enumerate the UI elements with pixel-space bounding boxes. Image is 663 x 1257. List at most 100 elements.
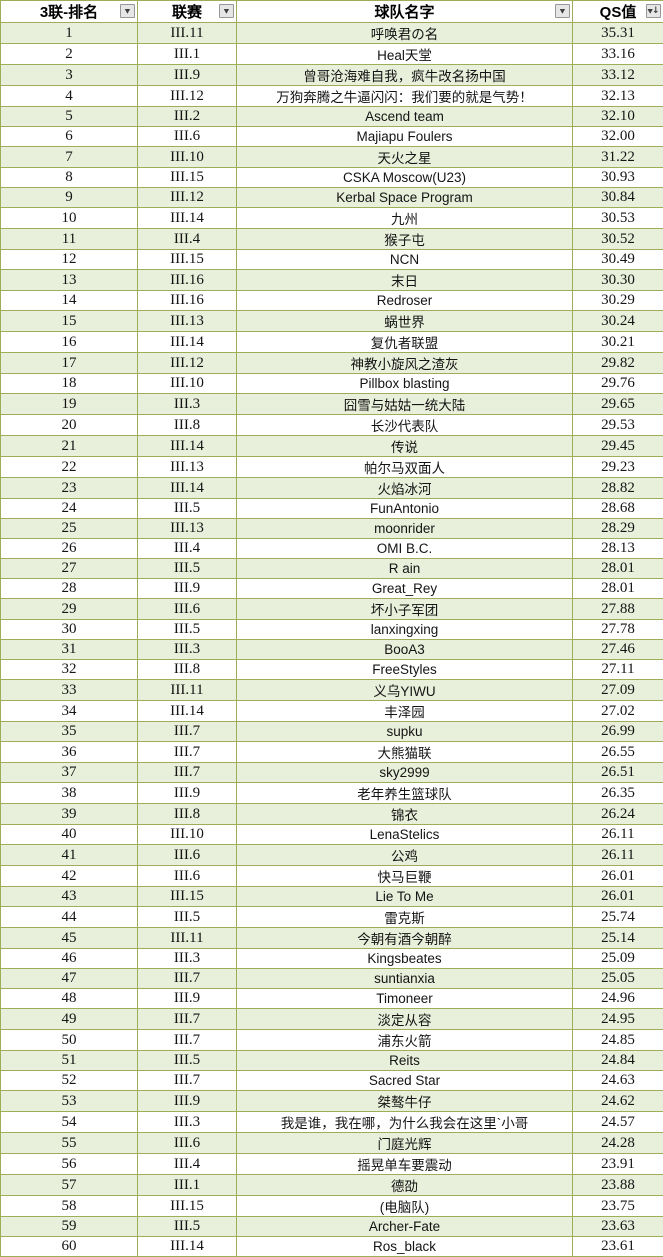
team-name-cell[interactable]: 摇晃单车要震动: [237, 1154, 573, 1175]
rank-cell[interactable]: 12: [1, 250, 138, 270]
team-name-cell[interactable]: Ros_black: [237, 1237, 573, 1257]
qs-value-cell[interactable]: 30.30: [573, 270, 663, 291]
rank-cell[interactable]: 3: [1, 65, 138, 86]
league-cell[interactable]: III.15: [138, 250, 237, 270]
rank-cell[interactable]: 40: [1, 825, 138, 845]
league-cell[interactable]: III.15: [138, 168, 237, 188]
league-cell[interactable]: III.14: [138, 701, 237, 722]
qs-value-cell[interactable]: 28.13: [573, 539, 663, 559]
team-name-cell[interactable]: 我是谁，我在哪，为什么我会在这里`小哥: [237, 1112, 573, 1133]
rank-cell[interactable]: 4: [1, 86, 138, 107]
qs-value-cell[interactable]: 27.11: [573, 660, 663, 680]
qs-value-cell[interactable]: 25.74: [573, 907, 663, 928]
team-name-cell[interactable]: Pillbox blasting: [237, 374, 573, 394]
team-name-cell[interactable]: 德劭: [237, 1175, 573, 1196]
rank-cell[interactable]: 23: [1, 478, 138, 499]
qs-value-cell[interactable]: 26.51: [573, 763, 663, 783]
qs-value-cell[interactable]: 26.24: [573, 804, 663, 825]
team-name-cell[interactable]: Kerbal Space Program: [237, 188, 573, 208]
league-cell[interactable]: III.6: [138, 127, 237, 147]
team-name-cell[interactable]: NCN: [237, 250, 573, 270]
qs-value-cell[interactable]: 29.23: [573, 457, 663, 478]
team-name-cell[interactable]: 公鸡: [237, 845, 573, 866]
team-name-cell[interactable]: 快马巨鞭: [237, 866, 573, 887]
qs-value-cell[interactable]: 30.84: [573, 188, 663, 208]
team-name-cell[interactable]: R ain: [237, 559, 573, 579]
qs-value-cell[interactable]: 27.46: [573, 640, 663, 660]
qs-value-cell[interactable]: 27.88: [573, 599, 663, 620]
filter-dropdown-icon[interactable]: ▼: [120, 4, 135, 18]
league-cell[interactable]: III.12: [138, 86, 237, 107]
league-cell[interactable]: III.3: [138, 949, 237, 969]
league-cell[interactable]: III.14: [138, 478, 237, 499]
team-name-cell[interactable]: Ascend team: [237, 107, 573, 127]
team-name-cell[interactable]: 坏小子军团: [237, 599, 573, 620]
team-name-cell[interactable]: 万狗奔腾之牛逼闪闪：我们要的就是气势！: [237, 86, 573, 107]
qs-value-cell[interactable]: 32.13: [573, 86, 663, 107]
rank-cell[interactable]: 17: [1, 353, 138, 374]
team-name-cell[interactable]: LenaStelics: [237, 825, 573, 845]
rank-cell[interactable]: 8: [1, 168, 138, 188]
rank-cell[interactable]: 18: [1, 374, 138, 394]
league-cell[interactable]: III.7: [138, 1009, 237, 1030]
league-cell[interactable]: III.12: [138, 188, 237, 208]
qs-value-cell[interactable]: 27.09: [573, 680, 663, 701]
rank-cell[interactable]: 59: [1, 1217, 138, 1237]
rank-cell[interactable]: 60: [1, 1237, 138, 1257]
team-name-cell[interactable]: (电脑队): [237, 1196, 573, 1217]
rank-cell[interactable]: 42: [1, 866, 138, 887]
league-cell[interactable]: III.9: [138, 65, 237, 86]
league-cell[interactable]: III.7: [138, 1030, 237, 1051]
league-cell[interactable]: III.3: [138, 394, 237, 415]
team-name-cell[interactable]: lanxingxing: [237, 620, 573, 640]
team-name-cell[interactable]: moonrider: [237, 519, 573, 539]
league-cell[interactable]: III.6: [138, 1133, 237, 1154]
team-name-cell[interactable]: 雷克斯: [237, 907, 573, 928]
team-name-cell[interactable]: 复仇者联盟: [237, 332, 573, 353]
team-name-cell[interactable]: 囧雪与姑姑一统大陆: [237, 394, 573, 415]
qs-value-cell[interactable]: 26.55: [573, 742, 663, 763]
rank-cell[interactable]: 48: [1, 989, 138, 1009]
filter-dropdown-icon[interactable]: ▼: [219, 4, 234, 18]
team-name-cell[interactable]: 猴子屯: [237, 229, 573, 250]
qs-value-cell[interactable]: 26.01: [573, 887, 663, 907]
team-name-cell[interactable]: Timoneer: [237, 989, 573, 1009]
qs-value-cell[interactable]: 26.01: [573, 866, 663, 887]
rank-cell[interactable]: 15: [1, 311, 138, 332]
league-cell[interactable]: III.15: [138, 1196, 237, 1217]
qs-value-cell[interactable]: 26.11: [573, 825, 663, 845]
qs-value-cell[interactable]: 30.52: [573, 229, 663, 250]
league-cell[interactable]: III.13: [138, 457, 237, 478]
team-name-cell[interactable]: 神教小旋风之渣灰: [237, 353, 573, 374]
team-name-cell[interactable]: 浦东火箭: [237, 1030, 573, 1051]
rank-cell[interactable]: 36: [1, 742, 138, 763]
rank-cell[interactable]: 28: [1, 579, 138, 599]
qs-value-cell[interactable]: 30.49: [573, 250, 663, 270]
team-name-cell[interactable]: Kingsbeates: [237, 949, 573, 969]
league-cell[interactable]: III.1: [138, 1175, 237, 1196]
team-name-cell[interactable]: 淡定从容: [237, 1009, 573, 1030]
league-cell[interactable]: III.16: [138, 291, 237, 311]
qs-value-cell[interactable]: 33.16: [573, 44, 663, 65]
qs-value-cell[interactable]: 29.53: [573, 415, 663, 436]
qs-value-cell[interactable]: 32.10: [573, 107, 663, 127]
team-name-cell[interactable]: suntianxia: [237, 969, 573, 989]
rank-cell[interactable]: 51: [1, 1051, 138, 1071]
league-cell[interactable]: III.4: [138, 1154, 237, 1175]
league-cell[interactable]: III.10: [138, 147, 237, 168]
rank-cell[interactable]: 34: [1, 701, 138, 722]
team-name-cell[interactable]: Reits: [237, 1051, 573, 1071]
rank-cell[interactable]: 13: [1, 270, 138, 291]
league-cell[interactable]: III.7: [138, 722, 237, 742]
rank-cell[interactable]: 7: [1, 147, 138, 168]
qs-value-cell[interactable]: 26.99: [573, 722, 663, 742]
team-name-cell[interactable]: Lie To Me: [237, 887, 573, 907]
league-cell[interactable]: III.3: [138, 640, 237, 660]
rank-cell[interactable]: 24: [1, 499, 138, 519]
rank-cell[interactable]: 56: [1, 1154, 138, 1175]
rank-cell[interactable]: 20: [1, 415, 138, 436]
league-cell[interactable]: III.8: [138, 415, 237, 436]
league-cell[interactable]: III.6: [138, 845, 237, 866]
qs-value-cell[interactable]: 30.53: [573, 208, 663, 229]
qs-value-cell[interactable]: 23.88: [573, 1175, 663, 1196]
